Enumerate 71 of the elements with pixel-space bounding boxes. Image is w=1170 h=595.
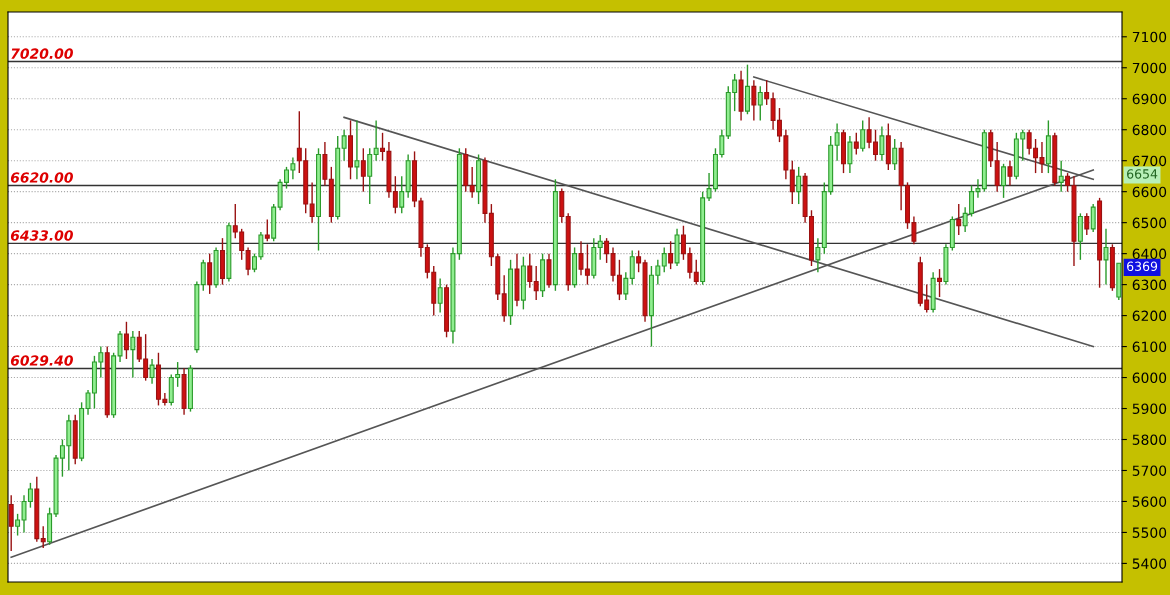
candlestick [1103, 228, 1109, 286]
candlestick [879, 125, 885, 162]
candlestick [149, 358, 155, 385]
y-tick-label: 6200 [1132, 310, 1167, 322]
candlestick [8, 494, 14, 552]
y-tick-label: 7000 [1132, 62, 1167, 74]
candlestick [789, 160, 795, 205]
y-tick-label: 5700 [1132, 465, 1167, 476]
y-tick-label: 5900 [1132, 403, 1167, 414]
candlestick [360, 147, 366, 193]
candlestick [354, 119, 360, 180]
candlestick [373, 119, 379, 162]
y-tick-label: 6800 [1132, 124, 1167, 136]
y-tick-label: 6700 [1132, 155, 1167, 167]
y-tick-label: 6000 [1132, 372, 1167, 384]
candlestick [264, 218, 270, 242]
y-tick-label: 7100 [1132, 31, 1167, 43]
candlestick [200, 259, 206, 292]
y-tick-label: 5500 [1132, 527, 1167, 538]
candlestick [757, 85, 763, 122]
y-tick-label: 6900 [1132, 93, 1167, 105]
candlestick [130, 330, 136, 379]
candlestick [399, 175, 405, 215]
text: 6654 [1127, 169, 1158, 179]
ref-line-label: 6433.00 [10, 230, 73, 241]
candlestick [597, 234, 603, 261]
candlestick [469, 166, 475, 199]
candlestick [860, 119, 866, 153]
y-tick-label: 6100 [1132, 341, 1167, 353]
ref-line-label: 6620.00 [10, 172, 73, 183]
ref-line-label: 7020.00 [11, 48, 73, 59]
candlestick [123, 321, 129, 360]
y-tick-label: 6500 [1132, 217, 1167, 229]
candlestick [501, 274, 507, 323]
candlestick [623, 271, 629, 301]
candlestick [661, 246, 667, 273]
candlestick [437, 277, 443, 314]
candlestick [245, 246, 251, 277]
y-tick-label: 5800 [1132, 434, 1167, 445]
candlestick [309, 181, 315, 224]
y-tick-label: 5400 [1132, 558, 1167, 569]
candlestick [1084, 212, 1090, 236]
candlestick [341, 129, 347, 162]
candlestick [815, 237, 821, 273]
y-tick-label: 6300 [1132, 279, 1167, 291]
candlestick [796, 166, 802, 205]
candlestick [693, 259, 699, 286]
candlestick [367, 147, 373, 205]
candlestick [937, 268, 943, 298]
candlestick [527, 252, 533, 289]
candlestick [956, 203, 962, 236]
ref-line-label: 6029.40 [10, 355, 73, 366]
candlestick [207, 252, 213, 295]
candlestick [40, 525, 46, 549]
candlestick [1001, 163, 1007, 199]
y-tick-label: 6600 [1132, 186, 1167, 198]
y-tick-label: 6400 [1132, 248, 1167, 260]
candlestick [668, 240, 674, 270]
candlestick [533, 265, 539, 301]
candlestick [1058, 160, 1064, 193]
candlestick [853, 132, 859, 156]
candlestick [834, 122, 840, 162]
candlestick [629, 249, 635, 286]
candlestick [1090, 203, 1096, 233]
candlestick [1007, 160, 1013, 187]
candlestick [764, 79, 770, 106]
text: 6369 [1127, 261, 1158, 271]
candlestick [751, 79, 757, 122]
y-tick-label: 5600 [1132, 496, 1167, 507]
candlestick [847, 135, 853, 174]
candlestick [892, 138, 898, 171]
